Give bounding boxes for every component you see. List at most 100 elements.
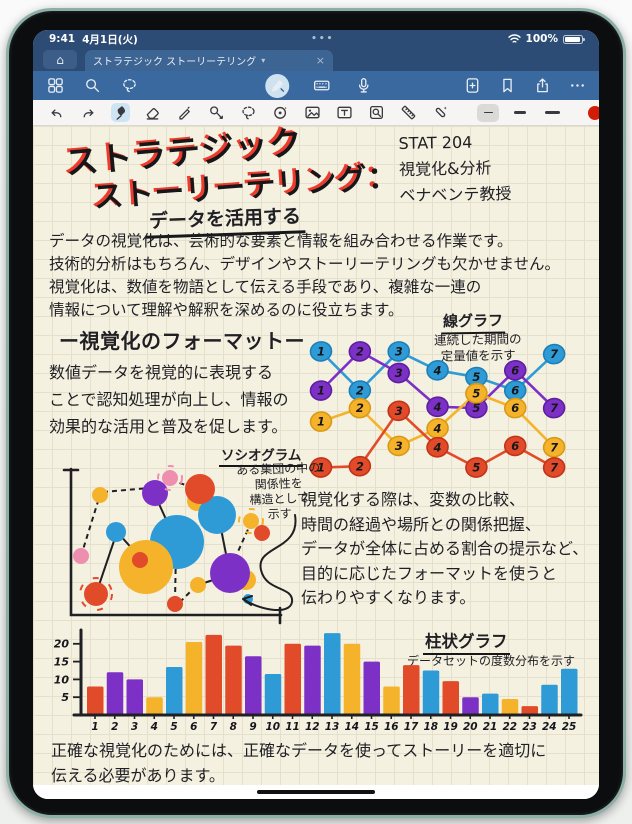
eraser-icon[interactable] [143,103,162,122]
shape-recognition-icon[interactable] [207,103,226,122]
svg-text:8: 8 [230,721,237,733]
lasso-icon[interactable] [239,103,258,122]
thumbnails-grid-icon[interactable] [45,76,65,96]
home-icon: ⌂ [56,52,64,67]
text-line: 伝える必要があります。 [51,766,225,785]
svg-text:10: 10 [54,673,70,686]
home-indicator[interactable] [257,790,375,794]
svg-text:5: 5 [170,721,177,733]
text-line: 伝わりやすくなります。 [301,588,476,607]
svg-text:19: 19 [443,721,458,733]
pen-mode-icon[interactable] [265,73,290,98]
text-line: 視覚化する際は、変数の比較、 [301,490,526,509]
svg-text:1: 1 [317,415,325,429]
svg-text:25: 25 [562,721,577,733]
svg-text:7: 7 [550,461,558,475]
svg-text:3: 3 [395,439,403,453]
svg-text:3: 3 [395,345,403,359]
paragraph-intro: データの視覚化は、芸術的な要素と情報を組み合わせる作業です。 技術的分析はもちろん… [49,230,560,322]
thickness-medium[interactable] [509,104,531,122]
lasso-select-icon[interactable] [119,76,139,96]
pen-color-group [588,105,599,120]
thickness-thick[interactable] [541,104,563,122]
toolbar-center-group [265,73,373,98]
svg-text:2: 2 [111,721,118,733]
svg-text:7: 7 [550,347,558,361]
svg-text:13: 13 [325,721,340,733]
svg-text:18: 18 [423,721,438,733]
format-section-heading: ー視覚化のフォーマットー [59,329,305,353]
search-icon[interactable] [82,76,102,96]
text-line: ことで認知処理が向上し、情報の [49,390,289,409]
svg-text:1: 1 [317,461,325,475]
svg-text:5: 5 [472,401,480,415]
svg-text:5: 5 [472,386,480,400]
thickness-thin[interactable] [477,103,499,122]
svg-text:4: 4 [433,421,442,435]
tab-close-icon[interactable]: × [315,54,325,67]
undo-icon[interactable] [47,103,66,122]
document-tab[interactable]: ストラテジック ストーリーテリング ▾ × [85,50,333,71]
svg-text:1: 1 [317,345,325,359]
text-line: 効果的な活用と普及を促します。 [49,417,288,436]
svg-text:3: 3 [395,366,403,380]
pen-color-red[interactable] [588,105,599,120]
main-toolbar [33,71,599,100]
text-line: データが全体に占める割合の提示など、 [301,539,589,558]
toolbar-left-group [45,76,139,96]
chevron-down-icon[interactable]: ▾ [261,56,266,65]
keyboard-icon[interactable] [311,76,331,96]
svg-text:6: 6 [511,384,519,398]
tools-group [47,103,450,122]
add-page-icon[interactable] [462,76,482,96]
svg-text:3: 3 [131,721,138,733]
redo-icon[interactable] [79,103,98,122]
status-bar: 9:41 4月1日(火) ••• 100% [33,30,599,48]
paragraph-format: 数値データを視覚的に表現する ことで認知処理が向上し、情報の 効果的な活用と普及を促… [49,359,289,440]
svg-text:2: 2 [356,401,364,415]
svg-text:6: 6 [511,439,519,453]
share-icon[interactable] [532,76,552,96]
svg-text:6: 6 [511,401,519,415]
ballpoint-pen-icon[interactable] [175,103,194,122]
microphone-icon[interactable] [353,76,373,96]
more-icon[interactable] [567,76,587,96]
sociogram-diagram [62,465,297,625]
home-button[interactable]: ⌂ [43,50,77,69]
battery-icon [563,34,585,44]
text-box-icon[interactable] [335,103,354,122]
pen-tools-bar [33,100,599,126]
text-line: 技術的分析はもちろん、デザインやストーリーテリングも欠かせません。 [49,255,561,273]
svg-text:9: 9 [249,721,256,733]
note-canvas[interactable]: ストラテジック ストーリーテリング： データを活用する STAT 204 視覚化&… [33,126,599,785]
fountain-pen-icon[interactable] [111,103,130,122]
ruler-icon[interactable] [399,103,418,122]
svg-text:5: 5 [472,461,480,475]
home-strip [33,785,599,799]
paragraph-usage: 視覚化する際は、変数の比較、 時間の経過や場所との関係把握、 データが全体に占める割… [301,488,588,611]
tab-title: ストラテジック ストーリーテリング [93,57,257,68]
svg-text:14: 14 [344,721,359,733]
svg-text:10: 10 [265,721,280,733]
svg-text:22: 22 [502,721,517,733]
bookmark-icon[interactable] [497,76,517,96]
svg-text:11: 11 [285,721,300,733]
svg-text:17: 17 [404,721,419,733]
svg-text:21: 21 [483,721,498,733]
svg-text:2: 2 [356,384,364,398]
tab-bar: ⌂ ストラテジック ストーリーテリング ▾ × [33,48,599,71]
elements-icon[interactable] [367,103,386,122]
text-line: ベナベンテ教授 [399,184,512,205]
svg-text:4: 4 [150,721,158,733]
svg-text:4: 4 [433,363,442,377]
svg-text:16: 16 [384,721,399,733]
svg-text:5: 5 [61,691,69,704]
svg-text:6: 6 [511,363,519,377]
image-icon[interactable] [303,103,322,122]
svg-text:15: 15 [364,721,379,733]
svg-text:23: 23 [522,721,537,733]
svg-text:7: 7 [550,401,558,415]
smart-pen-icon[interactable] [431,103,450,122]
svg-text:4: 4 [433,440,442,454]
laser-pointer-icon[interactable] [271,103,290,122]
